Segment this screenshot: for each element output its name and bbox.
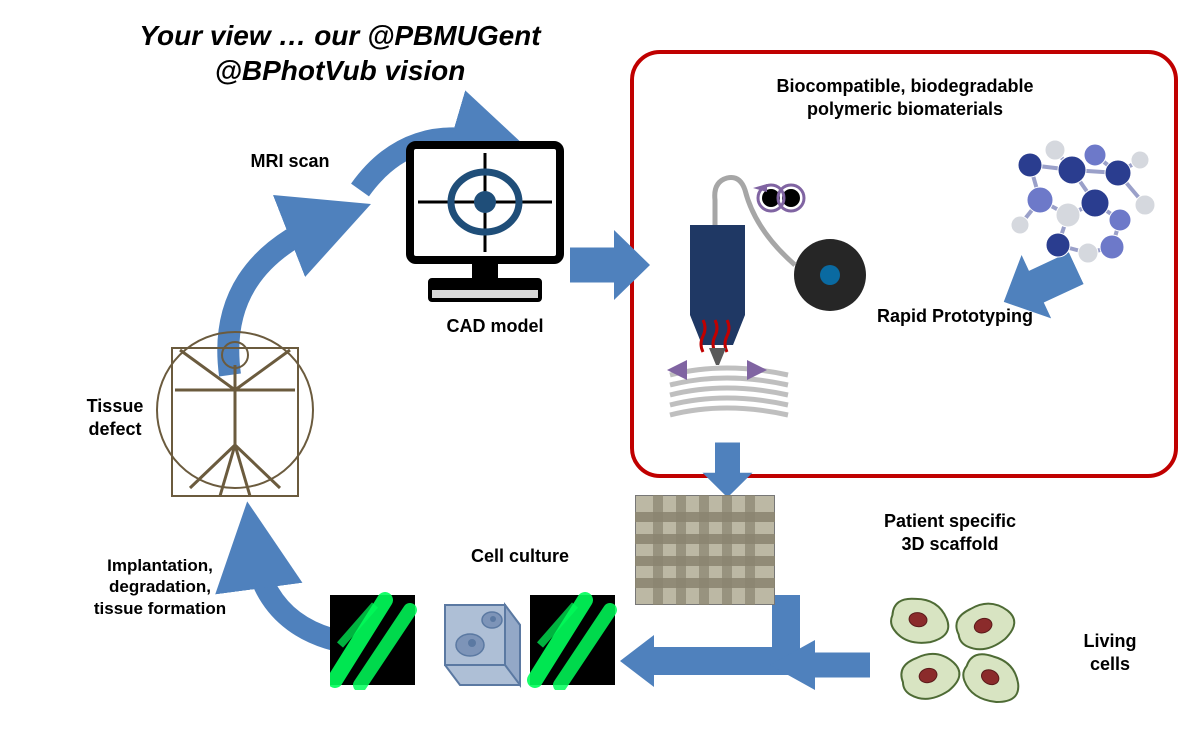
living-cells-icon bbox=[880, 590, 1030, 710]
cad-monitor-icon bbox=[400, 140, 570, 310]
vitruvian-icon bbox=[150, 310, 320, 530]
label-scaffold: Patient specific 3D scaffold bbox=[840, 510, 1060, 555]
cell-culture-icon bbox=[330, 590, 620, 690]
label-implant: Implantation, degradation, tissue format… bbox=[60, 555, 260, 619]
title-line2: @BPhotVub vision bbox=[80, 53, 600, 88]
label-culture: Cell culture bbox=[440, 545, 600, 568]
arrow-cells-to-culture bbox=[770, 640, 870, 690]
diagram-title: Your view … our @PBMUGent@BPhotVub visio… bbox=[80, 18, 600, 88]
rapid-prototyping-icon bbox=[675, 170, 885, 430]
label-biomat: Biocompatible, biodegradable polymeric b… bbox=[735, 75, 1075, 120]
label-cells: Living cells bbox=[1040, 630, 1180, 675]
label-mri: MRI scan bbox=[230, 150, 350, 173]
title-line1: Your view … our @PBMUGent bbox=[80, 18, 600, 53]
label-cad: CAD model bbox=[415, 315, 575, 338]
arrow-rp-to-scaffold bbox=[703, 443, 753, 498]
arrow-cad-to-rp bbox=[570, 230, 650, 300]
scaffold-icon bbox=[635, 495, 775, 605]
molecule-icon bbox=[1000, 125, 1170, 285]
